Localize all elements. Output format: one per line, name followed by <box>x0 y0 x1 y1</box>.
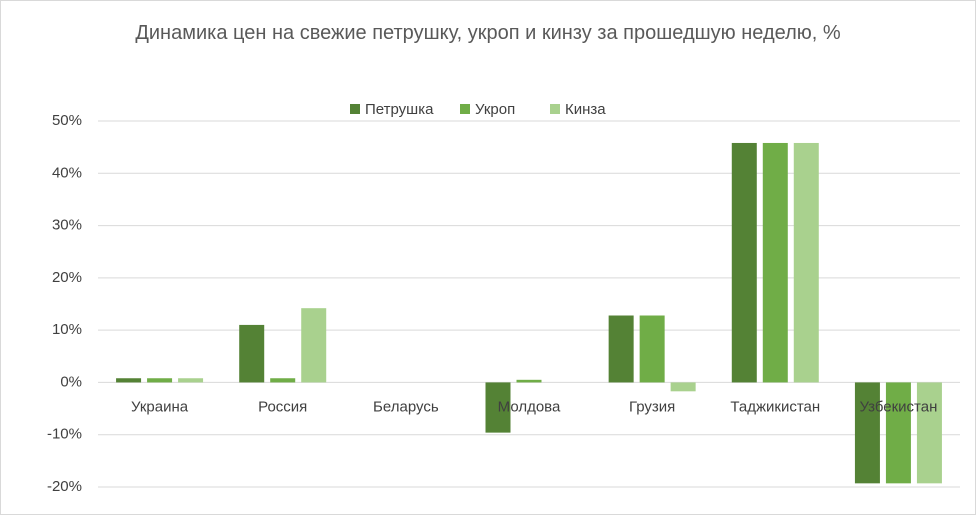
bar <box>301 308 327 383</box>
bar <box>793 142 819 383</box>
x-tick-label: Беларусь <box>373 398 439 415</box>
y-tick-label: 40% <box>52 164 82 181</box>
bar <box>608 315 634 383</box>
bar <box>116 378 142 383</box>
bar <box>916 382 942 484</box>
x-tick-label: Россия <box>258 398 307 415</box>
bar <box>762 142 788 383</box>
x-tick-label: Украина <box>131 398 189 415</box>
legend-label: Петрушка <box>365 101 434 118</box>
y-tick-label: 10% <box>52 321 82 338</box>
bar <box>270 378 296 383</box>
x-tick-label: Таджикистан <box>730 398 820 415</box>
bar <box>731 142 757 383</box>
legend-label: Укроп <box>475 101 515 118</box>
bar <box>178 378 204 383</box>
legend-swatch <box>350 104 360 114</box>
y-tick-label: 50% <box>52 112 82 129</box>
bar <box>639 315 665 383</box>
chart-title: Динамика цен на свежие петрушку, укроп и… <box>135 22 841 44</box>
y-tick-label: 0% <box>60 373 82 390</box>
y-tick-label: 20% <box>52 269 82 286</box>
bar <box>670 382 696 392</box>
bar <box>147 378 173 383</box>
x-tick-label: Молдова <box>498 398 561 415</box>
x-tick-label: Узбекистан <box>859 398 937 415</box>
x-tick-label: Грузия <box>629 398 675 415</box>
bar <box>854 382 880 484</box>
legend-swatch <box>460 104 470 114</box>
legend-label: Кинза <box>565 101 606 118</box>
y-tick-label: -10% <box>47 426 82 443</box>
y-tick-label: -20% <box>47 478 82 495</box>
bar <box>239 324 265 383</box>
bar <box>885 382 911 484</box>
bar <box>485 382 511 433</box>
y-tick-label: 30% <box>52 217 82 234</box>
bar <box>516 379 542 383</box>
legend-swatch <box>550 104 560 114</box>
